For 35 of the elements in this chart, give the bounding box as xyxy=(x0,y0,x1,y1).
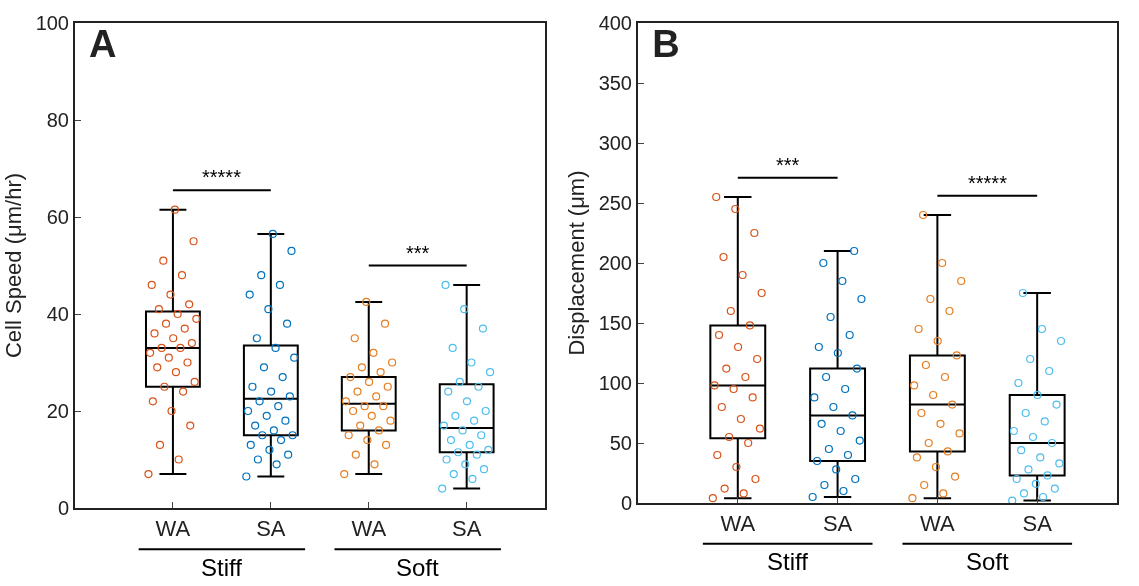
y-tick-label: 400 xyxy=(598,12,632,34)
text: Soft xyxy=(396,554,440,581)
y-axis-title: Displacement (μm) xyxy=(563,170,589,356)
x-tick-label: SA xyxy=(451,516,482,542)
text: Stiff xyxy=(201,554,243,581)
x-tick-label: SA xyxy=(1022,511,1053,537)
annotation: *** xyxy=(406,242,430,264)
x-tick-label: SA xyxy=(256,516,286,542)
chart-title: A xyxy=(89,22,117,65)
y-tick-label: 200 xyxy=(598,252,632,274)
y-tick-label: 250 xyxy=(598,192,632,214)
y-tick-label: 50 xyxy=(609,432,632,454)
y-tick-label: 0 xyxy=(620,492,632,514)
x-tick-label: WA xyxy=(351,516,387,542)
chart-title: B xyxy=(652,22,680,65)
x-tick-label: WA xyxy=(720,511,756,537)
y-tick-label: 80 xyxy=(46,109,69,131)
y-tick-label: 60 xyxy=(46,206,69,228)
y-tick-label: 150 xyxy=(598,312,632,334)
y-tick-label: 300 xyxy=(598,132,632,154)
annotation: ***** xyxy=(202,166,242,188)
y-tick-label: 40 xyxy=(46,303,69,325)
text: Stiff xyxy=(767,548,809,575)
x-tick-label: WA xyxy=(920,511,956,537)
text: Soft xyxy=(966,548,1010,575)
y-tick-label: 0 xyxy=(57,497,69,519)
x-tick-label: SA xyxy=(822,511,853,537)
y-tick-label: 20 xyxy=(46,400,69,422)
y-tick-label: 100 xyxy=(598,372,632,394)
y-axis-title: Cell Speed (μm/hr) xyxy=(0,172,26,359)
y-tick-label: 100 xyxy=(35,12,69,34)
annotation: *** xyxy=(776,154,800,176)
annotation: ***** xyxy=(968,172,1008,194)
y-tick-label: 350 xyxy=(598,72,632,94)
x-tick-label: WA xyxy=(155,516,191,542)
